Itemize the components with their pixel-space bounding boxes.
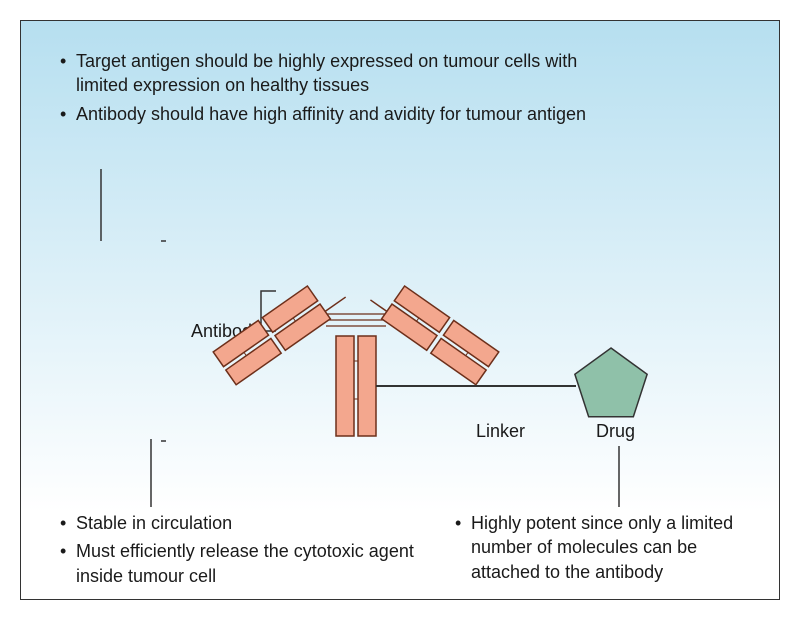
bullet-item: Target antigen should be highly expresse… [56,49,596,98]
linker-requirements-text: Stable in circulation Must efficiently re… [56,511,426,592]
adc-diagram [161,176,721,506]
bullet-item: Must efficiently release the cytotoxic a… [56,539,426,588]
antibody-requirements-text: Target antigen should be highly expresse… [56,49,596,130]
drug-requirements-text: Highly potent since only a limited numbe… [451,511,771,588]
bullet-item: Antibody should have high affinity and a… [56,102,596,126]
diagram-panel: Target antigen should be highly expresse… [20,20,780,600]
bullet-item: Stable in circulation [56,511,426,535]
bullet-item: Highly potent since only a limited numbe… [451,511,771,584]
